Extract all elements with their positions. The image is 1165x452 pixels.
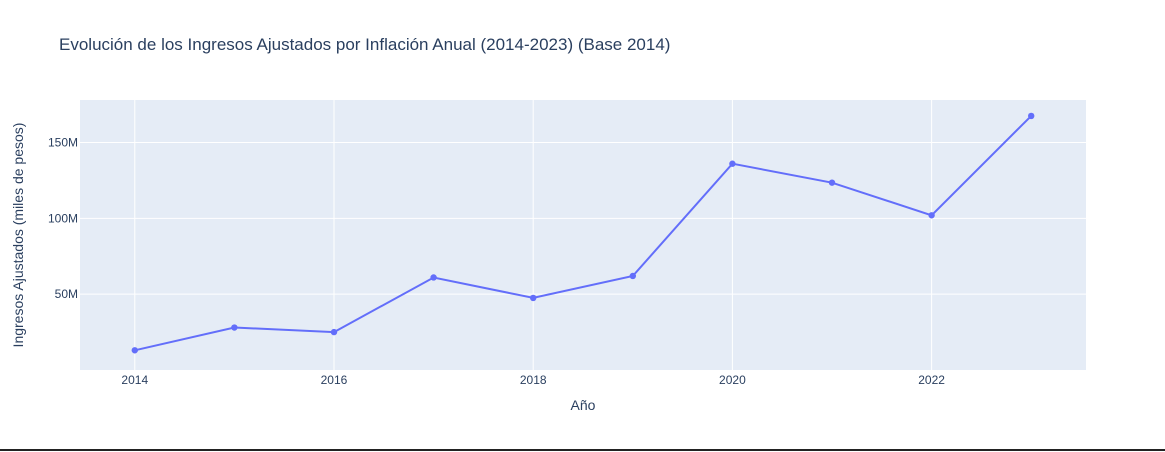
x-tick-label: 2014 [121, 373, 148, 387]
y-axis-title: Ingresos Ajustados (miles de pesos) [10, 123, 26, 348]
x-axis-title: Año [571, 397, 596, 413]
data-point [131, 347, 138, 354]
y-tick-label: 100M [48, 211, 78, 225]
y-tick-label: 50M [55, 287, 78, 301]
data-point [629, 272, 637, 280]
x-tick-label: 2022 [918, 373, 945, 387]
x-tick-label: 2020 [719, 373, 746, 387]
data-point [928, 212, 935, 219]
data-points [131, 112, 1035, 354]
y-tick-label: 150M [48, 135, 78, 149]
x-tick-label: 2016 [321, 373, 348, 387]
data-point [828, 179, 836, 186]
series-line [134, 115, 1032, 352]
x-tick-label: 2018 [520, 373, 547, 387]
bottom-divider [0, 449, 1165, 451]
plot-area [80, 100, 1086, 370]
x-gridlines [134, 100, 933, 370]
data-point [330, 328, 338, 336]
data-point [729, 160, 736, 167]
data-point [430, 274, 437, 281]
y-tick-labels: 50M 100M 150M [48, 135, 78, 301]
data-point [1028, 112, 1035, 120]
x-tick-labels: 2014 2016 2018 2020 2022 [121, 373, 945, 387]
chart-title: Evolución de los Ingresos Ajustados por … [59, 35, 670, 54]
data-point [231, 324, 238, 331]
data-point [529, 294, 537, 302]
y-gridlines [80, 141, 1086, 295]
